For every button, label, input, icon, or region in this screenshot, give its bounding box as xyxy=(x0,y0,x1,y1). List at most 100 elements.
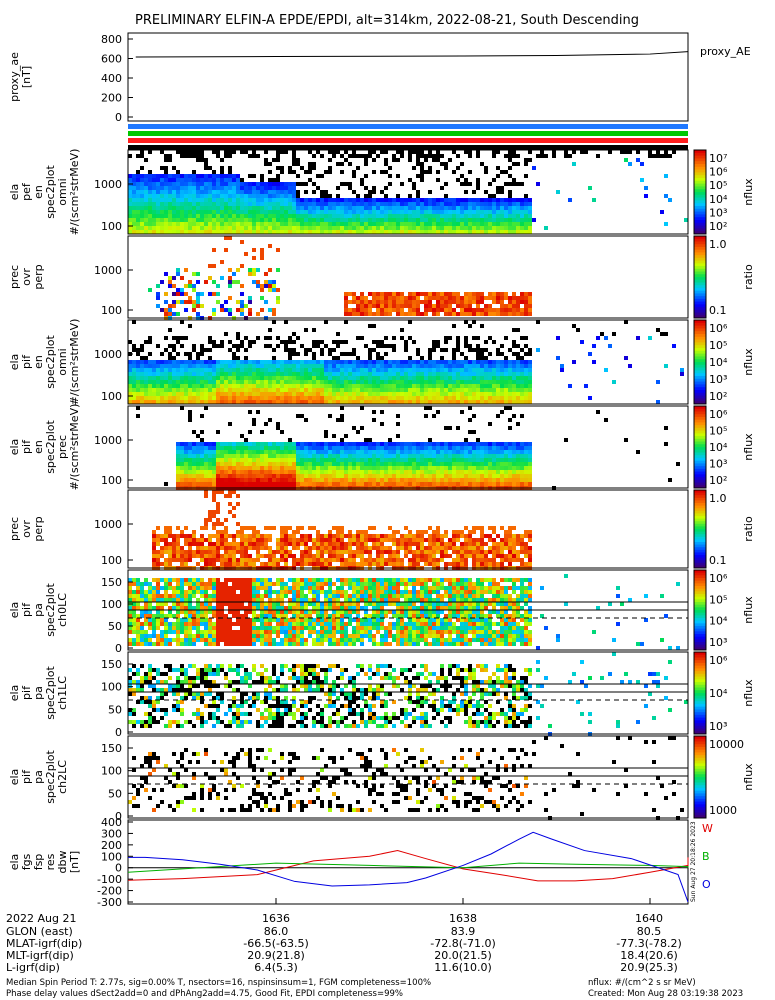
spectrogram-cell xyxy=(344,218,348,222)
spectrogram-cell xyxy=(352,190,356,194)
spectrogram-cell xyxy=(392,210,396,214)
spectrogram-cell xyxy=(468,442,472,446)
spectrogram-cell xyxy=(312,364,316,368)
spectrogram-cell xyxy=(560,368,564,372)
spectrogram-cell xyxy=(328,372,332,376)
spectrogram-cell xyxy=(484,364,488,368)
spectrogram-cell xyxy=(340,438,344,442)
spectrogram-cell xyxy=(220,534,224,538)
spectrogram-cell xyxy=(508,462,512,466)
spectrogram-cell xyxy=(496,446,500,450)
spectrogram-cell xyxy=(388,198,392,202)
spectrogram-cell xyxy=(436,400,440,404)
spectrogram-cell xyxy=(220,554,224,558)
spectrogram-cell xyxy=(300,550,304,554)
spectrogram-cell xyxy=(524,300,528,304)
spectrogram-cell xyxy=(352,296,356,300)
spectrogram-cell xyxy=(436,482,440,486)
spectrogram-cell xyxy=(316,226,320,230)
spectrogram-cell xyxy=(644,194,648,198)
spectrogram-cell xyxy=(192,534,196,538)
spectrogram-cell xyxy=(484,450,488,454)
spectrogram-cell xyxy=(380,542,384,546)
spectrogram-cell xyxy=(220,360,224,364)
spectrogram-cell xyxy=(344,320,348,324)
spectrogram-cell xyxy=(452,150,456,154)
spectrogram-cell xyxy=(248,194,252,198)
spectrogram-cell xyxy=(380,170,384,174)
spectrogram-cell xyxy=(168,344,172,348)
spectrogram-cell xyxy=(232,542,236,546)
spectrogram-cell xyxy=(372,380,376,384)
spectrogram-cell xyxy=(248,470,252,474)
spectrogram-cell xyxy=(144,372,148,376)
spectrogram-cell xyxy=(368,194,372,198)
spectrogram-cell xyxy=(200,150,204,154)
spectrogram-cell xyxy=(188,478,192,482)
spectrogram-cell xyxy=(516,214,520,218)
spectrogram-cell xyxy=(144,206,148,210)
spectrogram-cell xyxy=(356,372,360,376)
spectrogram-cell xyxy=(244,186,248,190)
spectrogram-cell xyxy=(228,396,232,400)
spectrogram-cell xyxy=(368,554,372,558)
spectrogram-cell xyxy=(240,458,244,462)
spectrogram-cell xyxy=(488,446,492,450)
spectrogram-cell xyxy=(204,554,208,558)
status-strip xyxy=(128,145,688,150)
spectrogram-cell xyxy=(568,154,572,158)
spectrogram-cell xyxy=(320,214,324,218)
spectrogram-cell xyxy=(496,384,500,388)
spectrogram-cell xyxy=(364,154,368,158)
spectrogram-cell xyxy=(424,170,428,174)
spectrogram-cell xyxy=(516,356,520,360)
spectrogram-cell xyxy=(376,210,380,214)
spectrogram-cell xyxy=(284,458,288,462)
spectrogram-cell xyxy=(216,226,220,230)
spectrogram-cell xyxy=(156,214,160,218)
spectrogram-cell xyxy=(212,474,216,478)
spectrogram-cell xyxy=(332,396,336,400)
spectrogram-cell xyxy=(324,450,328,454)
spectrogram-cell xyxy=(196,562,200,566)
spectrogram-cell xyxy=(460,214,464,218)
spectrogram-cell xyxy=(264,186,268,190)
spectrogram-cell xyxy=(604,336,608,340)
spectrogram-cell xyxy=(148,198,152,202)
spectrogram-cell xyxy=(208,182,212,186)
spectrogram-cell xyxy=(276,206,280,210)
spectrogram-cell xyxy=(272,392,276,396)
spectrogram-cell xyxy=(372,376,376,380)
spectrogram-cell xyxy=(288,550,292,554)
spectrogram-cell xyxy=(268,474,272,478)
spectrogram-cell xyxy=(136,214,140,218)
spectrogram-cell xyxy=(284,194,288,198)
spectrogram-cell xyxy=(320,466,324,470)
spectrogram-cell xyxy=(292,182,296,186)
spectrogram-cell xyxy=(400,304,404,308)
spectrogram-cell xyxy=(496,198,500,202)
spectrogram-cell xyxy=(464,372,468,376)
spectrogram-cell xyxy=(432,388,436,392)
spectrogram-cell xyxy=(168,190,172,194)
spectrogram-cell xyxy=(320,360,324,364)
spectrogram-cell xyxy=(336,418,340,422)
spectrogram-cell xyxy=(292,546,296,550)
spectrogram-cell xyxy=(364,474,368,478)
spectrogram-cell xyxy=(516,230,520,234)
spectrogram-cell xyxy=(460,368,464,372)
spectrogram-cell xyxy=(512,478,516,482)
spectrogram-cell xyxy=(192,466,196,470)
spectrogram-cell xyxy=(220,170,224,174)
spectrogram-cell xyxy=(172,230,176,234)
spectrogram-cell xyxy=(184,360,188,364)
spectrogram-cell xyxy=(296,450,300,454)
spectrogram-cell xyxy=(392,450,396,454)
spectrogram-cell xyxy=(344,230,348,234)
spectrogram-cell xyxy=(456,166,460,170)
spectrogram-cell xyxy=(336,380,340,384)
spectrogram-cell xyxy=(292,466,296,470)
spectrogram-cell xyxy=(248,562,252,566)
spectrogram-cell xyxy=(224,554,228,558)
spectrogram-cell xyxy=(424,450,428,454)
